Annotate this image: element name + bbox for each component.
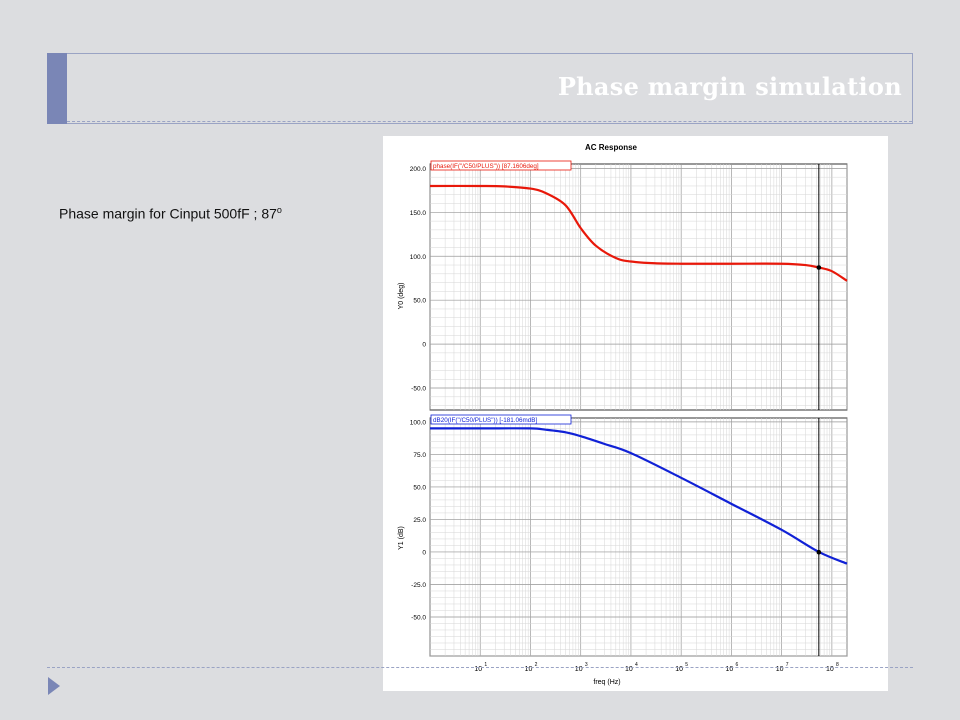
phase-series-line	[429, 184, 848, 282]
gain-ytick-label: 100.0	[410, 419, 427, 426]
chart-title: AC Response	[585, 143, 638, 152]
xtick-exponent: 6	[736, 662, 739, 668]
xtick-label: 10	[726, 666, 734, 673]
footer-divider	[47, 667, 913, 668]
caption: Phase margin for Cinput 500fF ; 87o	[59, 205, 282, 222]
nav-arrow-icon[interactable]	[48, 677, 60, 695]
xtick-exponent: 2	[535, 662, 538, 668]
gain-ytick-label: 0	[422, 549, 426, 556]
phase-ytick-label: 100.0	[410, 254, 427, 261]
gain-plot-area	[429, 417, 848, 657]
xtick-exponent: 1	[484, 662, 487, 668]
caption-text: Phase margin for Cinput 500fF ; 87	[59, 205, 277, 222]
gain-legend-text: dB20(IF("/C50/PLUS")) [-181.06mdB]	[433, 417, 537, 424]
ac-response-chart: AC Response 200.0150.0100.050.00-50.0pha…	[398, 143, 848, 686]
gain-series-line	[429, 427, 848, 565]
phase-plot: 200.0 150.0 100.0 50.0 0 -50.0 phase(IF("/C50/…	[410, 160, 848, 411]
x-axis-label: freq (Hz)	[593, 679, 620, 686]
phase-ytick-label: 0	[422, 342, 426, 349]
xtick-label: 10	[474, 666, 482, 673]
gain-plot: 100.0 75.0 50.0 25.0 0 -25.0 -50.0 dB20(IF("/C5…	[410, 414, 848, 673]
xtick-label: 10	[625, 666, 633, 673]
xtick-label: 10	[675, 666, 683, 673]
xtick-exponent: 5	[685, 662, 688, 668]
gain-ytick-label: -25.0	[411, 582, 426, 589]
gain-ytick-label: 50.0	[413, 484, 426, 491]
phase-ytick-label: 150.0	[410, 210, 427, 217]
y1-axis-label: Y1 (dB)	[398, 526, 405, 550]
xtick-exponent: 7	[786, 662, 789, 668]
phase-ytick-label: 50.0	[413, 298, 426, 305]
gain-legend-box	[430, 414, 572, 425]
phase-plot-area	[429, 163, 848, 411]
xtick-label: 10	[776, 666, 784, 673]
xtick-exponent: 4	[635, 662, 638, 668]
plot-screenshot: AC Response 200.0 150.0 100.0 50.0 0 -50.0 pha…	[383, 136, 888, 691]
phase-legend-box	[430, 160, 572, 171]
y0-axis-label: Y0 (deg)	[398, 283, 405, 310]
title-accent-bar	[47, 53, 67, 124]
xtick-exponent: 3	[585, 662, 588, 668]
xtick-exponent: 8	[836, 662, 839, 668]
gain-ytick-label: 75.0	[413, 452, 426, 459]
phase-marker-point	[816, 265, 822, 270]
xtick-label: 10	[575, 666, 583, 673]
degree-superscript: o	[276, 205, 282, 215]
gain-marker-point	[816, 549, 822, 555]
xtick-label: 10	[826, 666, 834, 673]
slide-title: Phase margin simulation	[557, 72, 902, 101]
phase-ytick-label: 200.0	[410, 166, 427, 173]
xtick-label: 10	[525, 666, 533, 673]
phase-legend-text: phase(IF("/C50/PLUS")) [87.1606deg]	[433, 163, 539, 170]
phase-ytick-label: -50.0	[411, 386, 426, 393]
title-divider	[67, 121, 912, 122]
gain-ytick-label: -50.0	[411, 614, 426, 621]
gain-ytick-label: 25.0	[413, 517, 426, 524]
